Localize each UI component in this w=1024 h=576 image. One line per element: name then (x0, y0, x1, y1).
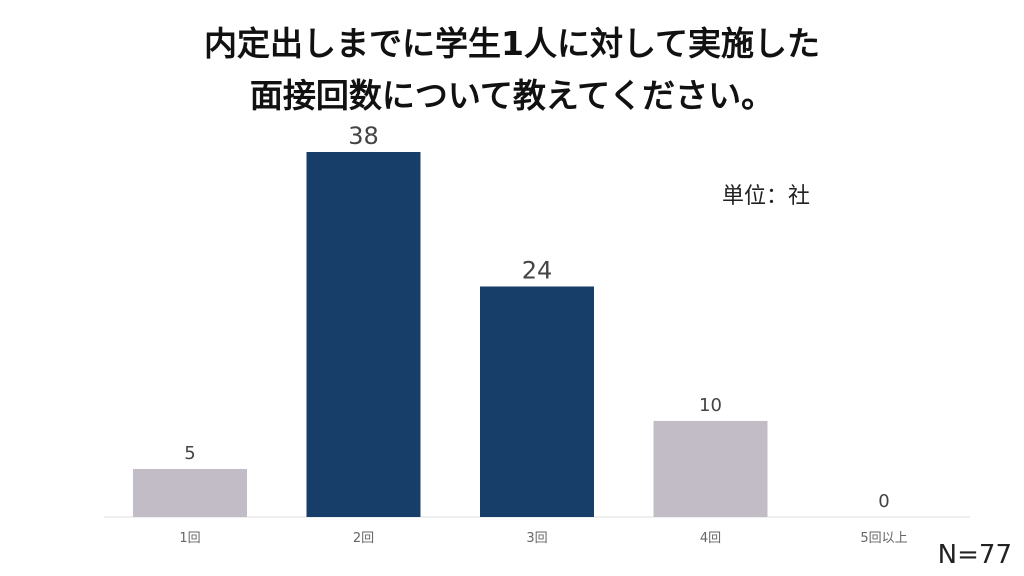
bar-3 (480, 286, 594, 517)
bars-group (133, 152, 768, 517)
value-label-3: 24 (522, 256, 553, 284)
chart-title: 内定出しまでに学生1人に対して実施した 面接回数について教えてください。 (0, 18, 1024, 122)
unit-label: 単位：社 (722, 184, 811, 209)
value-label-2: 38 (348, 122, 379, 150)
sample-size-label: N=77 (937, 540, 1012, 570)
x-tick-labels-group: 1回 2回 3回 4回 5回以上 (179, 531, 907, 546)
value-label-5: 0 (878, 491, 889, 512)
bar-2 (306, 152, 421, 517)
x-tick-label-2: 2回 (353, 531, 374, 546)
bar-4 (653, 420, 768, 517)
value-label-1: 5 (184, 443, 195, 464)
value-label-4: 10 (699, 395, 722, 416)
chart-title-line-1: 内定出しまでに学生1人に対して実施した (204, 24, 820, 63)
value-labels-group: 5 38 24 10 0 (184, 122, 889, 512)
x-tick-label-3: 3回 (526, 531, 547, 546)
x-tick-label-1: 1回 (179, 531, 200, 546)
chart-title-line-2: 面接回数について教えてください。 (249, 76, 775, 115)
x-tick-label-5: 5回以上 (860, 531, 907, 546)
bar-1 (133, 468, 247, 517)
x-tick-label-4: 4回 (700, 531, 721, 546)
